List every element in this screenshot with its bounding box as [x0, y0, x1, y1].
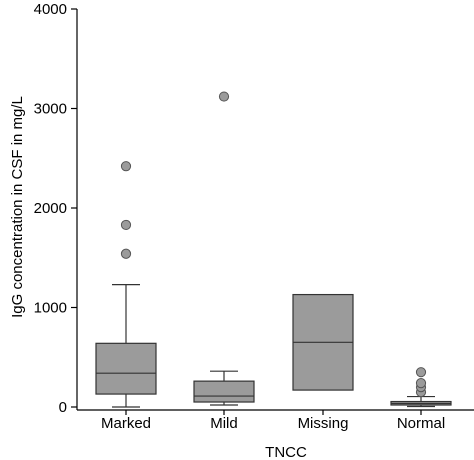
x-tick-label: Missing [298, 415, 349, 432]
box [95, 342, 157, 395]
outlier-point [218, 91, 230, 102]
outlier-point [120, 161, 132, 172]
x-tick-label: Mild [210, 415, 238, 432]
x-tick-label: Normal [397, 415, 445, 432]
y-axis-title: IgG concentration in CSF in mg/L [9, 96, 26, 318]
box-group-marked [95, 161, 157, 408]
outlier-point [415, 378, 427, 389]
y-tick-label: 1000 [34, 300, 67, 317]
box-group-missing [292, 293, 354, 391]
box-group-mild [193, 91, 255, 406]
box-series [95, 91, 452, 408]
x-axis-title: TNCC [265, 444, 307, 460]
outlier-point [120, 248, 132, 259]
box [193, 380, 255, 403]
y-tick-label: 0 [59, 399, 67, 416]
y-tick-label: 3000 [34, 101, 67, 118]
outlier-point [415, 367, 427, 378]
y-tick-label: 2000 [34, 200, 67, 217]
y-tick-label: 4000 [34, 1, 67, 18]
box-group-normal [390, 367, 452, 408]
outlier-point [120, 219, 132, 231]
y-axis: 0 1000 2000 3000 4000 [34, 1, 78, 416]
x-axis: Marked Mild Missing Normal [77, 409, 474, 432]
x-tick-label: Marked [101, 415, 151, 432]
